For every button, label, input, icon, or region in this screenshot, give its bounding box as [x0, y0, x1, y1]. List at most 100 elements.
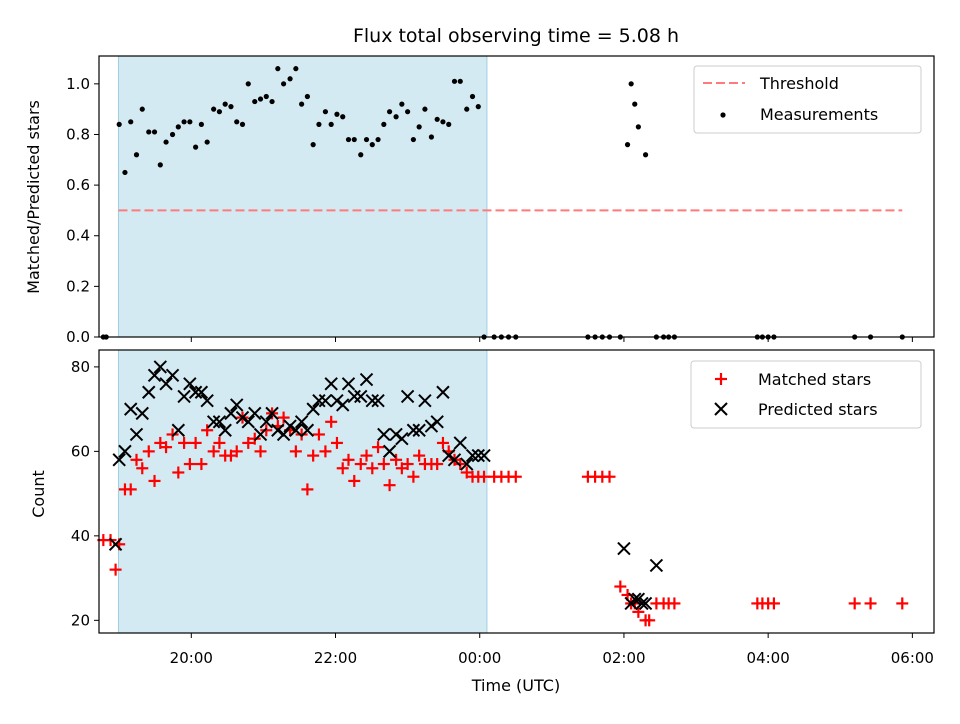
measurement-point [310, 142, 316, 148]
measurement-point [128, 119, 134, 125]
matched-star-point [401, 458, 414, 471]
measurement-point [405, 109, 411, 115]
predicted-star-point [635, 596, 649, 611]
matched-star-point [348, 474, 361, 487]
top-y-tick-label: 0.0 [66, 328, 90, 346]
bottom-y-tick-label: 60 [71, 442, 90, 460]
matched-star-point [366, 462, 379, 475]
measurement-point [304, 93, 310, 100]
top-y-tick-label: 0.8 [66, 125, 90, 143]
measurement-point [139, 106, 145, 112]
measurement-point [216, 109, 223, 115]
predicted-star-point [300, 423, 315, 437]
matched-star-point [124, 483, 137, 496]
matched-star-point [330, 436, 343, 449]
measurement-point [222, 101, 228, 107]
bottom-observing-window [117, 349, 488, 634]
measurement-point [624, 142, 631, 148]
measurement-point [399, 101, 405, 107]
measurement-point [133, 152, 140, 158]
measurement-point [457, 78, 463, 84]
predicted-star-point [188, 385, 203, 399]
measurement-point [440, 119, 446, 125]
matched-star-point [603, 470, 616, 483]
predicted-star-point [230, 398, 244, 412]
measurement-point [163, 139, 169, 145]
predicted-star-point [108, 537, 123, 552]
matched-star-point [136, 462, 149, 475]
matched-star-point [172, 466, 185, 479]
predicted-star-point [477, 448, 491, 463]
measurement-point [642, 152, 649, 158]
x-tick-label: 02:00 [602, 649, 645, 667]
matched-star-point [377, 458, 390, 471]
top-x-ticks [190, 337, 913, 342]
predicted-star-point [347, 389, 361, 404]
predicted-star-point [471, 448, 485, 463]
predicted-star-point [324, 377, 338, 391]
chart-title: Flux total observing time = 5.08 h [353, 25, 679, 47]
matched-star-point [325, 415, 338, 428]
matched-star-point [260, 424, 273, 437]
predicted-star-point [382, 444, 397, 459]
matched-star-point [201, 424, 214, 437]
measurement-point [287, 76, 293, 82]
predicted-star-point [283, 419, 297, 433]
matched-star-point [767, 597, 780, 610]
matched-star-point [407, 470, 420, 483]
top-y-tick-label: 0.2 [66, 277, 90, 295]
measurement-point [434, 116, 440, 122]
measurement-point [451, 78, 458, 84]
measurement-point [198, 121, 204, 127]
measurement-point [464, 106, 470, 112]
predicted-star-point [447, 453, 462, 467]
measurement-point [263, 93, 269, 100]
matched-star-point [413, 449, 426, 462]
predicted-star-point [400, 389, 415, 404]
measurement-point [116, 121, 122, 127]
predicted-star-point [183, 377, 197, 391]
top-y-axis-label: Matched/Predicted stars [24, 100, 43, 294]
x-tick-label: 22:00 [314, 649, 357, 667]
predicted-star-point [212, 415, 227, 429]
top-observing-window [117, 55, 488, 338]
predicted-star-point [253, 427, 268, 442]
top-y-ticks: 0.0 0.2 0.4 0.6 0.8 1.0 [66, 75, 99, 346]
measurement-point [146, 129, 152, 135]
predicted-star-point [248, 406, 262, 421]
matched-star-point [248, 432, 261, 445]
measurement-point [328, 121, 334, 127]
measurement-point [345, 136, 352, 143]
matched-star-point [319, 445, 332, 458]
matched-star-point [390, 453, 403, 466]
matched-star-point [454, 458, 467, 471]
measurement-point [269, 98, 275, 105]
bottom-y-ticks: 20 40 60 80 [71, 358, 99, 629]
measurement-point [475, 104, 481, 110]
predicted-star-point [271, 423, 285, 437]
matched-star-point [354, 458, 367, 471]
top-legend: Threshold Measurements [693, 65, 922, 134]
measurement-point [187, 119, 193, 125]
measurement-point [245, 81, 251, 87]
matched-star-point [207, 445, 220, 458]
measurement-point [340, 114, 346, 120]
predicted-star-point [418, 393, 432, 408]
predicted-star-point [259, 415, 273, 429]
matched-star-point [342, 453, 355, 466]
x-axis-label: Time (UTC) [471, 676, 560, 695]
measurement-point [632, 101, 638, 107]
predicted-star-point [389, 427, 403, 442]
matched-star-point [509, 470, 522, 483]
predicted-star-point [453, 436, 467, 450]
predicted-star-point [224, 406, 238, 421]
matched-star-point [431, 458, 444, 471]
predicted-star-point [377, 427, 391, 442]
predicted-star-point [628, 592, 642, 606]
matched-star-point [160, 441, 173, 454]
legend-predicted-swatch [714, 402, 728, 416]
bottom-legend: Matched stars Predicted stars [690, 360, 922, 429]
measurement-point [410, 136, 416, 143]
matched-star-point [848, 597, 861, 610]
matched-star-point [312, 428, 325, 441]
